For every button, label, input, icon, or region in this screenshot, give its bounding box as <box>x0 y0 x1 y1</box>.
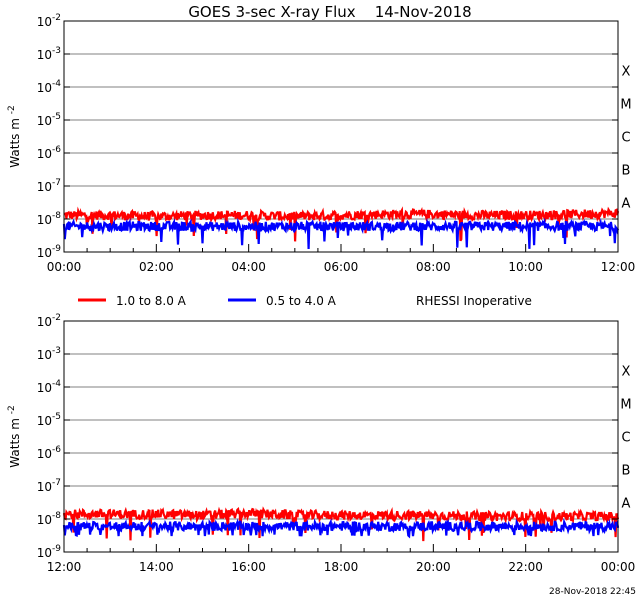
x-tick-label: 12:00 <box>47 560 82 574</box>
y-tick-label: 10-4 <box>37 79 62 95</box>
series-short-line <box>62 518 620 539</box>
x-tick-label: 00:00 <box>47 260 82 274</box>
y-tick-label: 10-9 <box>37 544 62 560</box>
y-tick-label: 10-5 <box>37 112 61 128</box>
legend: 1.0 to 8.0 A 0.5 to 4.0 A RHESSI Inoperati… <box>78 294 532 308</box>
y-tick-label: 10-9 <box>37 244 62 260</box>
x-tick-label: 04:00 <box>231 260 266 274</box>
chart-title: GOES 3-sec X-ray Flux 14-Nov-2018 <box>188 3 471 21</box>
flare-class-label: X <box>622 365 631 380</box>
x-tick-label: 08:00 <box>416 260 451 274</box>
legend-note: RHESSI Inoperative <box>416 294 532 308</box>
flare-class-label: A <box>622 497 631 512</box>
series-short-line <box>62 217 620 250</box>
flare-class-label: C <box>621 431 630 446</box>
y-tick-label: 10-4 <box>37 379 62 395</box>
flare-class-label: C <box>621 131 630 146</box>
x-tick-label: 12:00 <box>601 260 636 274</box>
x-tick-label: 02:00 <box>139 260 174 274</box>
x-tick-label: 18:00 <box>324 560 359 574</box>
y-tick-label: 10-5 <box>37 412 61 428</box>
flare-class-label: B <box>622 464 631 479</box>
x-tick-label: 22:00 <box>508 560 543 574</box>
y-tick-label: 10-8 <box>37 511 62 527</box>
y-tick-label: 10-3 <box>37 46 61 62</box>
top-panel: 10-9 10-8 10-7 10-6 10-5 10-4 10-3 10-2 Watts m … <box>7 13 635 274</box>
y-tick-label: 10-7 <box>37 178 61 194</box>
x-tick-label: 10:00 <box>508 260 543 274</box>
bottom-panel: 10-9 10-8 10-7 10-6 10-5 10-4 10-3 10-2 Watts m … <box>7 313 635 574</box>
y-tick-label: 10-8 <box>37 211 62 227</box>
y-tick-label: 10-7 <box>37 478 61 494</box>
flare-class-label: B <box>622 164 631 179</box>
flare-class-label: X <box>622 65 631 80</box>
footer-timestamp: 28-Nov-2018 22:45 <box>549 587 636 597</box>
flare-class-label: M <box>620 398 631 413</box>
y-tick-label: 10-3 <box>37 346 61 362</box>
y-axis-label: Watts m -2 <box>7 105 22 167</box>
y-tick-label: 10-2 <box>37 13 61 29</box>
flare-class-label: A <box>622 197 631 212</box>
x-tick-label: 00:00 <box>601 560 636 574</box>
legend-label: 0.5 to 4.0 A <box>266 294 337 308</box>
y-tick-label: 10-6 <box>37 145 62 161</box>
y-tick-label: 10-6 <box>37 445 62 461</box>
flare-class-label: M <box>620 98 631 113</box>
y-axis-label: Watts m -2 <box>7 405 22 467</box>
legend-label: 1.0 to 8.0 A <box>116 294 187 308</box>
y-tick-label: 10-2 <box>37 313 61 329</box>
x-tick-label: 06:00 <box>324 260 359 274</box>
x-tick-label: 14:00 <box>139 560 174 574</box>
x-tick-label: 20:00 <box>416 560 451 574</box>
x-tick-label: 16:00 <box>231 560 266 574</box>
